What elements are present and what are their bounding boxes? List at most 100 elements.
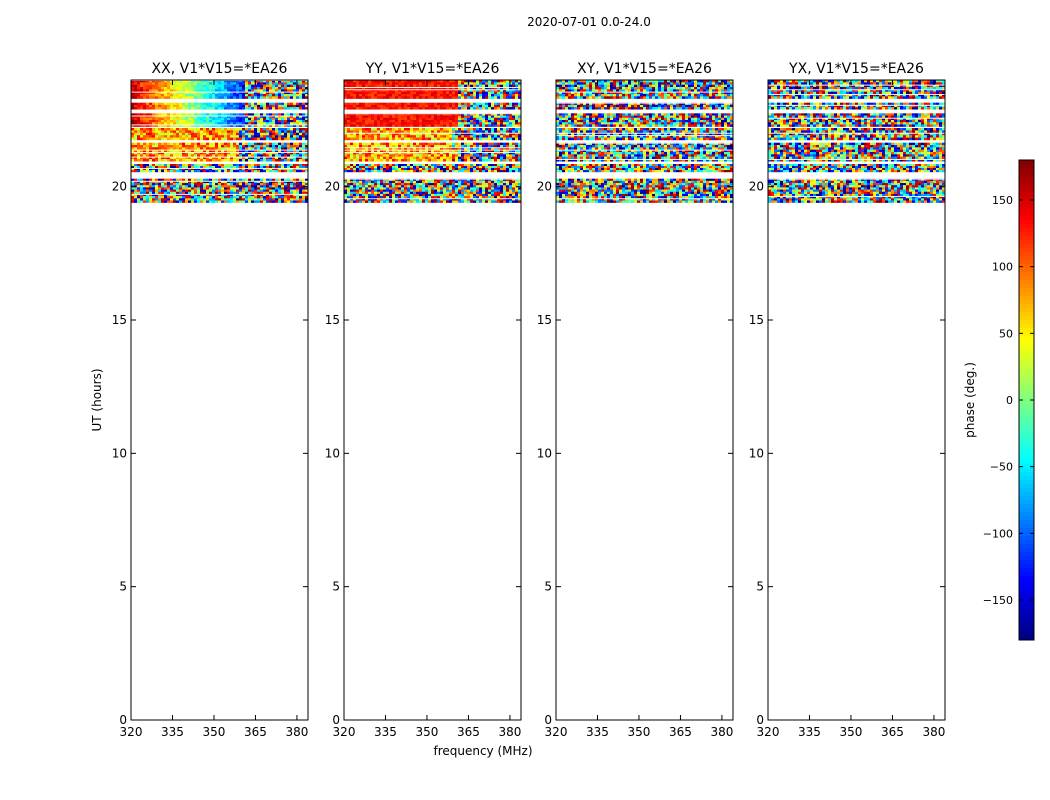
heatmap-cell bbox=[221, 149, 225, 153]
heatmap-cell bbox=[485, 107, 489, 110]
heatmap-cell bbox=[227, 168, 231, 171]
heatmap-cell bbox=[515, 91, 519, 95]
heatmap-cell bbox=[227, 183, 231, 186]
heatmap-cell bbox=[284, 115, 288, 118]
heatmap-cell bbox=[272, 94, 276, 97]
heatmap-cell bbox=[398, 154, 402, 157]
flag-line bbox=[344, 149, 521, 151]
heatmap-cell bbox=[494, 170, 498, 173]
heatmap-cell bbox=[242, 117, 246, 121]
heatmap-cell bbox=[449, 142, 453, 146]
heatmap-cell bbox=[272, 89, 276, 92]
heatmap-cell bbox=[131, 168, 135, 171]
heatmap-cell bbox=[473, 132, 477, 136]
heatmap-cell bbox=[359, 154, 363, 157]
heatmap-cell bbox=[185, 178, 189, 182]
heatmap-cell bbox=[368, 107, 372, 110]
heatmap-cell bbox=[347, 89, 351, 92]
heatmap-cell bbox=[203, 164, 207, 167]
heatmap-cell bbox=[443, 152, 447, 155]
heatmap-cell bbox=[281, 196, 285, 199]
heatmap-cell bbox=[464, 170, 468, 173]
heatmap-cell bbox=[488, 120, 492, 123]
heatmap-cell bbox=[299, 135, 303, 138]
heatmap-cell bbox=[134, 89, 138, 92]
heatmap-cell bbox=[377, 142, 381, 146]
heatmap-cell bbox=[212, 183, 216, 186]
heatmap-cell bbox=[278, 91, 282, 95]
heatmap-cell bbox=[488, 168, 492, 171]
heatmap-cell bbox=[368, 159, 372, 162]
heatmap-cell bbox=[488, 117, 492, 121]
heatmap-cell bbox=[227, 115, 231, 118]
heatmap-cell bbox=[374, 178, 378, 182]
heatmap-cell bbox=[446, 180, 450, 184]
heatmap-cell bbox=[227, 130, 231, 133]
heatmap-cell bbox=[497, 185, 501, 188]
heatmap-cell bbox=[131, 137, 135, 141]
heatmap-cell bbox=[179, 147, 183, 150]
heatmap-cell bbox=[344, 135, 348, 138]
heatmap-cell bbox=[488, 87, 492, 90]
heatmap-cell bbox=[383, 149, 387, 153]
heatmap-cell bbox=[224, 164, 228, 167]
heatmap-cell bbox=[488, 113, 492, 116]
heatmap-cell bbox=[365, 124, 369, 127]
heatmap-cell bbox=[395, 117, 399, 121]
heatmap-cell bbox=[263, 117, 267, 121]
heatmap-cell bbox=[344, 120, 348, 123]
heatmap-cell bbox=[227, 166, 231, 169]
heatmap-cell bbox=[254, 147, 258, 150]
heatmap-cell bbox=[137, 113, 141, 116]
heatmap-cell bbox=[485, 89, 489, 92]
heatmap-cell bbox=[155, 130, 159, 133]
heatmap-cell bbox=[188, 117, 192, 121]
heatmap-cell bbox=[506, 104, 510, 108]
heatmap-cell bbox=[512, 117, 516, 121]
heatmap-cell bbox=[383, 135, 387, 138]
heatmap-cell bbox=[191, 185, 195, 188]
heatmap-cell bbox=[518, 152, 522, 155]
heatmap-cell bbox=[248, 130, 252, 133]
heatmap-cell bbox=[515, 115, 519, 118]
heatmap-cell bbox=[131, 147, 135, 150]
heatmap-cell bbox=[233, 189, 237, 192]
heatmap-cell bbox=[284, 84, 288, 88]
heatmap-cell bbox=[503, 91, 507, 95]
heatmap-cell bbox=[233, 132, 237, 136]
heatmap-cell bbox=[386, 132, 390, 136]
heatmap-cell bbox=[512, 102, 516, 106]
heatmap-cell bbox=[137, 164, 141, 167]
heatmap-cell bbox=[479, 147, 483, 150]
heatmap-cell bbox=[401, 104, 405, 108]
heatmap-cell bbox=[242, 132, 246, 136]
heatmap-cell bbox=[281, 102, 285, 106]
heatmap-cell bbox=[431, 152, 435, 155]
heatmap-cell bbox=[428, 166, 432, 169]
heatmap-cell bbox=[236, 82, 240, 85]
heatmap-cell bbox=[191, 189, 195, 192]
heatmap-cell bbox=[395, 84, 399, 88]
heatmap-cell bbox=[296, 128, 300, 131]
heatmap-cell bbox=[164, 115, 168, 118]
heatmap-cell bbox=[149, 164, 153, 167]
heatmap-cell bbox=[149, 170, 153, 173]
heatmap-cell bbox=[161, 132, 165, 136]
heatmap-cell bbox=[389, 104, 393, 108]
heatmap-cell bbox=[191, 191, 195, 195]
heatmap-cell bbox=[131, 122, 135, 125]
heatmap-cell bbox=[161, 104, 165, 108]
heatmap-cell bbox=[362, 84, 366, 88]
heatmap-cell bbox=[350, 145, 354, 148]
heatmap-cell bbox=[251, 91, 255, 95]
heatmap-cell bbox=[386, 142, 390, 146]
heatmap-cell bbox=[248, 164, 252, 167]
heatmap-cell bbox=[233, 166, 237, 169]
heatmap-cell bbox=[206, 115, 210, 118]
heatmap-cell bbox=[191, 164, 195, 167]
heatmap-cell bbox=[227, 189, 231, 192]
heatmap-cell bbox=[362, 170, 366, 173]
heatmap-cell bbox=[209, 170, 213, 173]
heatmap-cell bbox=[167, 130, 171, 133]
heatmap-cell bbox=[152, 124, 156, 127]
